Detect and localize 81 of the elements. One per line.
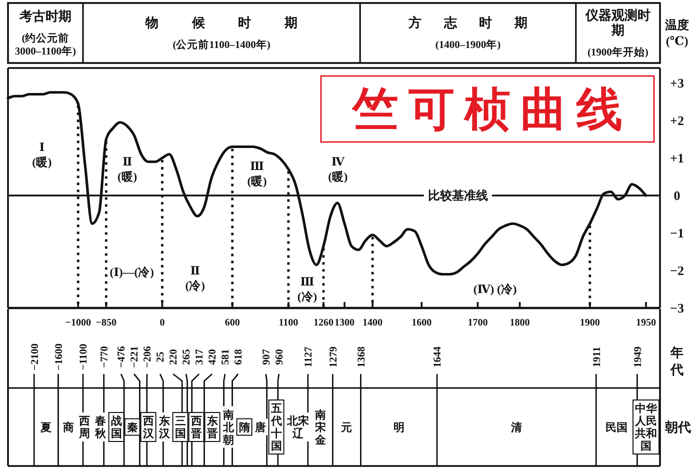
- text: −221: [130, 346, 141, 368]
- text: 25: [156, 352, 167, 362]
- chart-title: 竺可桢曲线: [350, 84, 632, 136]
- x-tick-label: −1000: [65, 318, 91, 328]
- y-tick-label: −2: [670, 263, 684, 278]
- text: 商: [62, 420, 74, 434]
- text: 1127: [304, 346, 315, 368]
- text: 581: [220, 349, 232, 365]
- y-axis-title: 温度(℃): [664, 18, 689, 48]
- text: −1100: [78, 344, 90, 370]
- x-tick-label: 1100: [278, 318, 298, 328]
- text: 东晋: [206, 414, 218, 440]
- text: 220: [168, 349, 180, 365]
- x-tick-label: 1900: [580, 318, 600, 328]
- text: 南宋金: [314, 408, 327, 446]
- y-tick-label: +2: [670, 113, 684, 128]
- text: 明: [393, 422, 404, 434]
- text: 元: [340, 422, 352, 434]
- text: 五代十国: [270, 403, 282, 453]
- x-tick-label: 1400: [362, 318, 383, 328]
- text: 1644: [432, 346, 444, 368]
- text: 1911: [592, 346, 603, 368]
- text: 隋: [238, 420, 250, 434]
- text: 西晋: [190, 416, 202, 440]
- text: 唐: [254, 420, 266, 434]
- text: 夏: [40, 422, 52, 434]
- text: 仪器观测时期 (1900年开始): [584, 8, 650, 59]
- text: −1600: [54, 344, 65, 370]
- ref-line-label: 比较基准线: [428, 188, 488, 203]
- text: 中华人民共和国: [634, 402, 658, 453]
- text: 西周: [78, 416, 90, 440]
- annotation: Ⅱ (冷): [185, 266, 206, 293]
- annotation: Ⅰ (暖): [32, 142, 52, 169]
- x-tick-label: 1950: [636, 318, 656, 328]
- x-tick-label: 1300: [334, 318, 355, 328]
- text: 三国: [174, 416, 186, 440]
- annotation: Ⅱ (暖): [117, 156, 138, 184]
- x-tick-label: −850: [96, 318, 116, 328]
- text: 907: [262, 349, 273, 365]
- annotation: (Ⅳ) (冷): [473, 282, 517, 296]
- y-tick-label: +3: [670, 76, 684, 91]
- text: 420: [208, 349, 219, 365]
- annotation: (Ⅰ)—(冷): [110, 266, 154, 280]
- text: 朝代: [664, 420, 691, 435]
- x-tick-label: 1260: [313, 318, 334, 328]
- text: 1949: [632, 346, 644, 368]
- text: −2100: [30, 344, 41, 370]
- text: 1368: [356, 346, 368, 368]
- text: 清: [510, 420, 522, 434]
- y-tick-label: +1: [670, 150, 684, 166]
- text: 南北朝: [222, 408, 235, 446]
- text: 东汉: [158, 414, 171, 440]
- text: 960: [274, 349, 286, 365]
- text: 考古时期 (约公元前3000–1100年): [14, 8, 77, 58]
- text: 265: [182, 349, 193, 365]
- annotation: Ⅲ (暖): [247, 161, 268, 188]
- text: 民国: [606, 422, 628, 434]
- text: 北宋辽: [286, 414, 309, 440]
- y-tick-label: −1: [670, 226, 684, 241]
- text: 方志时期 (1400–1900年): [408, 15, 550, 52]
- y-tick-label: −3: [670, 300, 684, 316]
- text: 战国: [110, 414, 122, 440]
- text: 317: [194, 349, 206, 365]
- x-tick-label: 1800: [510, 318, 530, 328]
- text: 西汉: [142, 416, 155, 440]
- text: −206: [142, 346, 154, 368]
- annotation: Ⅳ (暖): [328, 156, 348, 184]
- text: 618: [234, 349, 245, 365]
- text: −770: [100, 346, 111, 368]
- text: 秦: [126, 422, 139, 434]
- x-tick-label: 1700: [468, 318, 488, 328]
- text: −476: [116, 346, 128, 368]
- y-tick-label: 0: [674, 188, 680, 204]
- annotation: Ⅲ (冷): [297, 276, 318, 304]
- text: 物候时期 (公元前1100–1400年): [144, 15, 332, 52]
- x-tick-label: 600: [224, 318, 240, 328]
- text: 1279: [328, 346, 340, 368]
- text: 春秋: [94, 414, 107, 440]
- text: 年代: [670, 345, 684, 378]
- x-tick-label: 0: [160, 318, 165, 328]
- x-tick-label: 1600: [412, 318, 432, 328]
